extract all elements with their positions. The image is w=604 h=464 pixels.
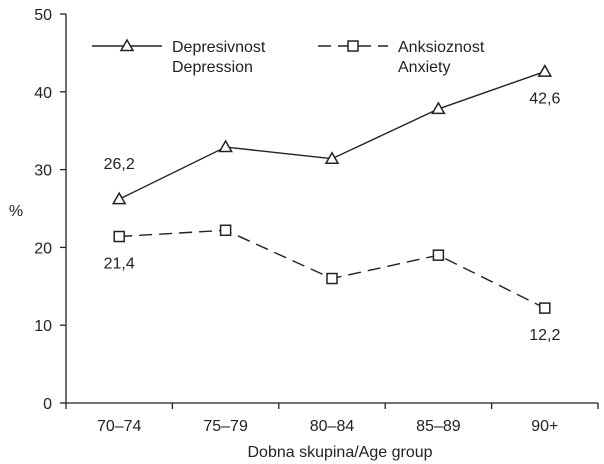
axes (65, 14, 598, 404)
y-axis-label: % (9, 203, 23, 220)
series-1 (111, 64, 553, 205)
square-marker (219, 224, 232, 237)
legend-label: Depression (172, 59, 253, 76)
series-layer (111, 64, 553, 314)
y-tick-label: 30 (34, 163, 52, 180)
x-tick-label: 75–79 (203, 418, 248, 435)
data-label: 12,2 (529, 327, 560, 344)
series-2 (113, 224, 551, 314)
square-marker (539, 302, 551, 314)
y-tick-label: 0 (43, 396, 52, 413)
data-labels: 26,2 42,6 21,4 12,2 (104, 91, 561, 345)
x-ticks: 70–74 75–79 80–84 85–89 90+ (65, 403, 599, 435)
y-tick-label: 40 (34, 85, 52, 102)
triangle-marker (324, 151, 340, 164)
data-label: 21,4 (104, 256, 135, 273)
data-label: 26,2 (104, 156, 135, 173)
legend-item-1: Depresivnost Depression (92, 38, 266, 76)
square-marker (326, 272, 338, 285)
x-tick-label: 80–84 (310, 418, 355, 435)
legend-item-2: Anksioznost Anxiety (318, 39, 485, 76)
y-ticks: 0 10 20 30 40 50 (34, 7, 66, 413)
y-tick-label: 50 (34, 7, 52, 24)
triangle-marker (431, 101, 446, 115)
legend-label: Anksioznost (398, 39, 485, 56)
data-label: 42,6 (529, 91, 560, 108)
x-tick-label: 90+ (531, 418, 558, 435)
y-tick-label: 10 (34, 318, 52, 335)
x-tick-label: 85–89 (416, 418, 461, 435)
triangle-marker (537, 64, 553, 77)
series-line (119, 229, 546, 309)
legend: Depresivnost Depression Anksioznost Anxiety (92, 38, 485, 76)
legend-triangle-marker (119, 38, 135, 52)
triangle-marker (111, 191, 127, 205)
triangle-marker (218, 139, 233, 153)
legend-label: Depresivnost (172, 39, 266, 56)
legend-label: Anxiety (398, 59, 450, 76)
series-line (118, 70, 546, 200)
y-tick-label: 20 (34, 240, 52, 257)
x-tick-label: 70–74 (97, 418, 142, 435)
square-marker (113, 230, 125, 243)
legend-square-marker (347, 40, 359, 52)
square-marker (432, 249, 445, 261)
x-axis-label: Dobna skupina/Age group (247, 444, 432, 461)
